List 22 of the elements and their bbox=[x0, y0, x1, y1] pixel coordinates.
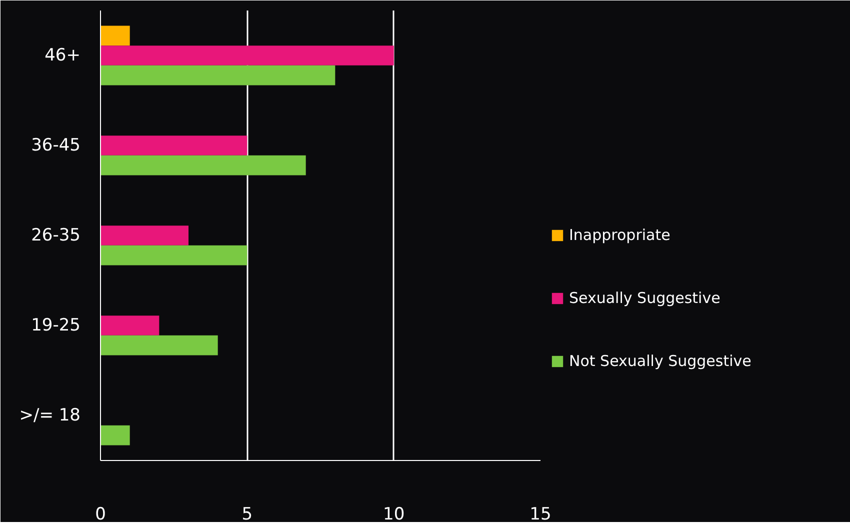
x-tick-label: 15 bbox=[530, 504, 552, 524]
bar bbox=[100, 65, 336, 86]
x-tick-label: 5 bbox=[242, 504, 253, 524]
y-tick-label: >/= 18 bbox=[19, 406, 81, 426]
bar bbox=[100, 335, 218, 356]
legend-label: Sexually Suggestive bbox=[569, 289, 720, 307]
y-tick-label: 36-45 bbox=[31, 136, 81, 156]
bar bbox=[100, 425, 130, 446]
y-tick-label: 26-35 bbox=[31, 226, 81, 246]
bar bbox=[100, 136, 248, 156]
bar bbox=[100, 155, 306, 176]
legend-label: Not Sexually Suggestive bbox=[569, 352, 752, 370]
bar bbox=[100, 316, 160, 336]
y-tick-label: 46+ bbox=[44, 46, 81, 66]
bar bbox=[100, 226, 188, 246]
bar bbox=[100, 26, 130, 46]
x-tick-label: 0 bbox=[95, 504, 106, 524]
bar bbox=[100, 245, 248, 266]
legend-label: Inappropriate bbox=[569, 226, 670, 244]
x-tick-label: 10 bbox=[383, 504, 405, 524]
y-tick-label: 19-25 bbox=[31, 316, 81, 336]
bar bbox=[100, 46, 394, 66]
